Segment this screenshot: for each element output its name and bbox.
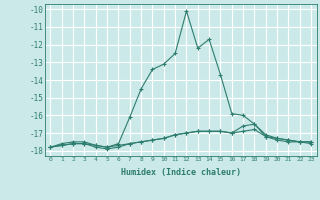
X-axis label: Humidex (Indice chaleur): Humidex (Indice chaleur) <box>121 168 241 177</box>
